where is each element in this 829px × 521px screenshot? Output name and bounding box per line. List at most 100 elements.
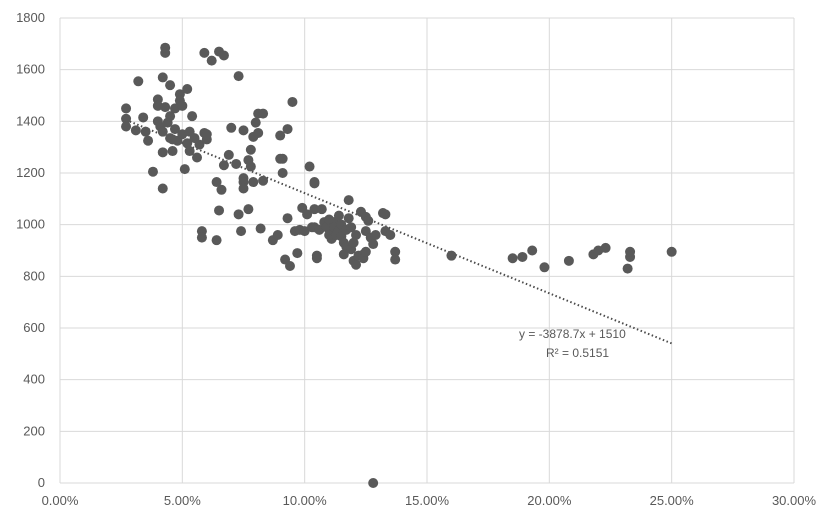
x-tick-label: 25.00% <box>650 493 695 508</box>
data-point <box>245 144 256 155</box>
data-point <box>179 164 190 175</box>
x-tick-label: 15.00% <box>405 493 450 508</box>
trendline <box>125 119 673 345</box>
data-point <box>192 152 203 163</box>
data-point <box>527 245 538 256</box>
data-point <box>517 251 528 262</box>
trendline-equation-label: y = -3878.7x + 1510 <box>519 327 626 341</box>
data-point <box>157 183 168 194</box>
data-point <box>169 124 180 135</box>
data-point <box>390 246 401 257</box>
data-point <box>165 80 176 91</box>
y-tick-label: 0 <box>38 475 45 490</box>
data-point <box>138 112 149 123</box>
data-point <box>275 130 286 141</box>
x-tick-label: 10.00% <box>283 493 328 508</box>
x-tick-label: 5.00% <box>164 493 201 508</box>
data-point <box>167 146 178 157</box>
data-point <box>187 111 198 122</box>
y-tick-label: 1000 <box>16 217 45 232</box>
data-point <box>600 242 611 253</box>
data-point <box>311 253 322 264</box>
y-tick-label: 1400 <box>16 113 45 128</box>
data-point <box>368 239 379 250</box>
y-tick-label: 400 <box>23 372 45 387</box>
data-point <box>253 127 264 138</box>
data-point <box>157 72 168 83</box>
data-point <box>304 161 315 172</box>
data-point <box>238 125 249 136</box>
data-point <box>143 135 154 146</box>
data-point <box>625 246 636 257</box>
data-point <box>390 254 401 265</box>
data-point <box>182 84 193 95</box>
data-points <box>121 42 677 488</box>
data-point <box>238 183 249 194</box>
y-tick-label: 1200 <box>16 165 45 180</box>
data-point <box>282 124 293 135</box>
data-point <box>199 47 210 58</box>
y-tick-label: 800 <box>23 268 45 283</box>
data-point <box>343 213 354 224</box>
data-point <box>380 209 391 220</box>
trendline-r2-label: R² = 0.5151 <box>546 346 609 360</box>
x-tick-label: 30.00% <box>772 493 817 508</box>
data-point <box>211 235 222 246</box>
data-point <box>233 71 244 82</box>
data-point <box>218 50 229 61</box>
data-point <box>211 177 222 188</box>
y-tick-label: 600 <box>23 320 45 335</box>
y-tick-label: 200 <box>23 423 45 438</box>
trendline-group <box>125 119 673 345</box>
data-point <box>140 126 151 137</box>
data-point <box>194 139 205 150</box>
data-point <box>250 117 261 128</box>
data-point <box>121 103 132 114</box>
data-point <box>223 149 234 160</box>
data-point <box>563 255 574 266</box>
data-point <box>351 259 362 270</box>
data-point <box>348 237 359 248</box>
data-point <box>165 111 176 122</box>
data-point <box>182 138 193 149</box>
data-point <box>622 263 633 274</box>
data-point <box>370 230 381 240</box>
data-point <box>201 129 212 140</box>
data-point <box>233 209 244 220</box>
data-point <box>121 121 132 132</box>
data-point <box>302 209 313 220</box>
data-point <box>236 226 247 237</box>
data-point <box>446 250 457 261</box>
data-point <box>277 153 288 164</box>
data-point <box>248 177 259 188</box>
data-point <box>299 226 310 237</box>
data-point <box>343 195 354 206</box>
data-point <box>360 246 371 257</box>
data-point <box>258 108 269 119</box>
data-point <box>231 158 242 169</box>
data-point <box>147 166 158 177</box>
data-point <box>214 205 225 216</box>
data-point <box>539 262 550 273</box>
data-point <box>309 204 320 215</box>
data-point <box>258 175 269 186</box>
data-point <box>255 223 266 234</box>
data-point <box>157 126 168 137</box>
data-point <box>287 96 298 107</box>
x-tick-label: 0.00% <box>42 493 79 508</box>
data-point <box>218 160 229 171</box>
data-point <box>321 222 332 233</box>
y-tick-label: 1600 <box>16 62 45 77</box>
data-point <box>338 249 349 260</box>
data-point <box>292 248 303 259</box>
tick-labels: 0 200 400 600 800 1000 1200 1400 1600 1800 0.00% 5.… <box>16 10 816 508</box>
data-point <box>277 168 288 178</box>
data-point <box>507 253 518 264</box>
data-point <box>160 102 171 113</box>
data-point <box>282 213 293 224</box>
data-point <box>133 76 144 87</box>
x-tick-label: 20.00% <box>527 493 572 508</box>
data-point <box>385 230 396 240</box>
data-point <box>206 55 217 66</box>
